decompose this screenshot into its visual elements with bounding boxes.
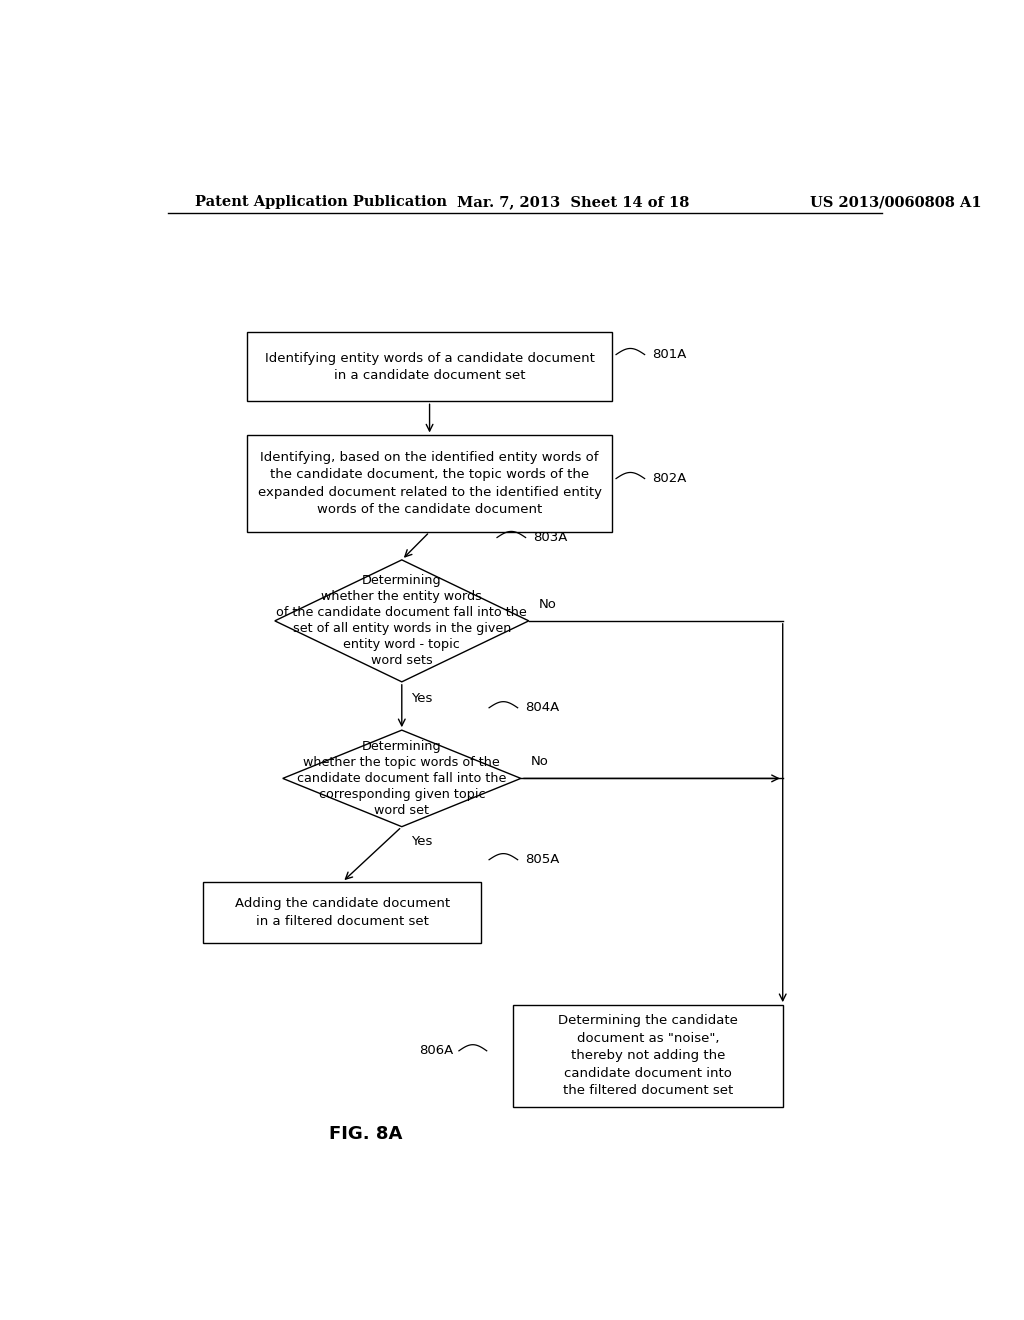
Polygon shape — [274, 560, 528, 682]
Text: Identifying, based on the identified entity words of
the candidate document, the: Identifying, based on the identified ent… — [258, 451, 601, 516]
Text: 804A: 804A — [525, 701, 560, 714]
Text: 802A: 802A — [652, 473, 687, 484]
Text: Yes: Yes — [412, 692, 433, 705]
Text: 805A: 805A — [525, 853, 560, 866]
Text: Yes: Yes — [412, 834, 433, 847]
Text: Determining the candidate
document as "noise",
thereby not adding the
candidate : Determining the candidate document as "n… — [558, 1014, 737, 1097]
Bar — [513, 1005, 782, 1106]
Text: Identifying entity words of a candidate document
in a candidate document set: Identifying entity words of a candidate … — [264, 351, 595, 381]
Text: No: No — [539, 598, 556, 611]
Text: 806A: 806A — [419, 1044, 454, 1057]
Text: FIG. 8A: FIG. 8A — [330, 1125, 402, 1143]
Text: Determining
whether the entity words
of the candidate document fall into the
set: Determining whether the entity words of … — [276, 574, 527, 668]
Text: US 2013/0060808 A1: US 2013/0060808 A1 — [811, 195, 982, 209]
Polygon shape — [283, 730, 521, 826]
Bar — [204, 882, 481, 942]
Text: No: No — [530, 755, 548, 768]
Text: 801A: 801A — [652, 348, 687, 362]
Bar — [247, 436, 612, 532]
Text: Mar. 7, 2013  Sheet 14 of 18: Mar. 7, 2013 Sheet 14 of 18 — [458, 195, 690, 209]
Text: Adding the candidate document
in a filtered document set: Adding the candidate document in a filte… — [234, 898, 450, 928]
Text: Patent Application Publication: Patent Application Publication — [196, 195, 447, 209]
Bar — [247, 333, 612, 401]
Text: 803A: 803A — [534, 531, 568, 544]
Text: Determining
whether the topic words of the
candidate document fall into the
corr: Determining whether the topic words of t… — [297, 741, 507, 817]
